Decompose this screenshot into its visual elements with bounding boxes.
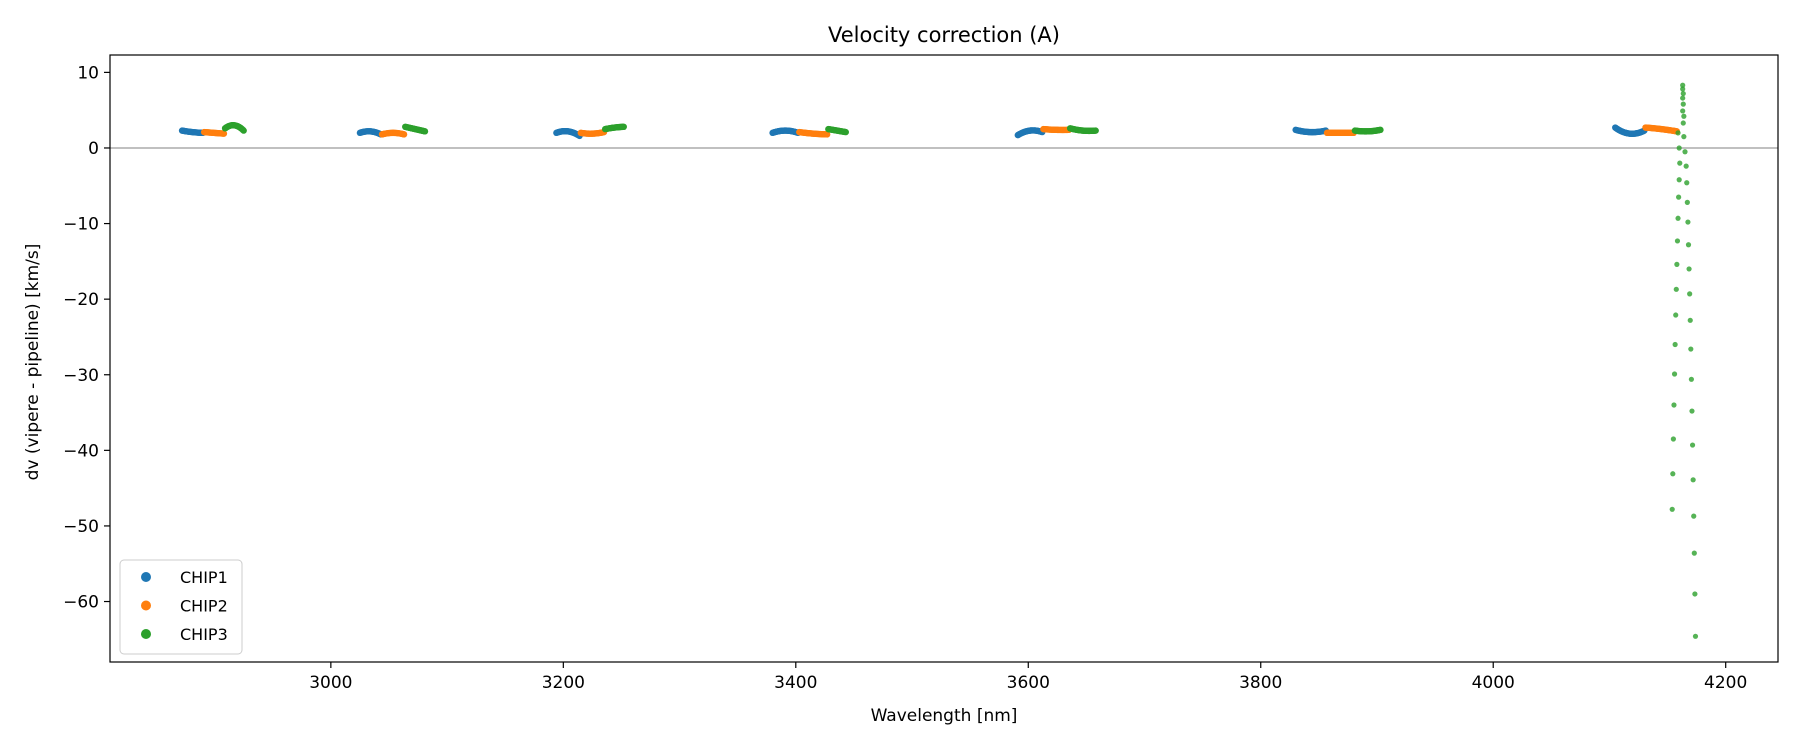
chip3-outlier-point <box>1680 120 1686 126</box>
x-tick-label: 3600 <box>1007 673 1050 693</box>
legend-label-chip3: CHIP3 <box>180 625 228 644</box>
chip3-outlier-point <box>1688 346 1694 352</box>
chip3-point <box>1377 126 1384 134</box>
chip3-outlier-point <box>1685 219 1691 225</box>
x-tick-label: 4200 <box>1704 673 1747 693</box>
chip3-outlier-point <box>1680 95 1686 101</box>
y-tick-label: 10 <box>77 63 99 83</box>
legend-marker-chip1 <box>141 572 151 582</box>
chip3-outlier-point <box>1680 101 1686 107</box>
chip3-outlier-point <box>1684 199 1690 205</box>
chip3-outlier-point <box>1669 506 1675 512</box>
x-axis-label: Wavelength [nm] <box>871 706 1018 726</box>
x-tick-label: 3800 <box>1239 673 1282 693</box>
chip3-outlier-point <box>1680 86 1686 92</box>
chip3-outlier-point <box>1674 261 1680 267</box>
legend-label-chip2: CHIP2 <box>180 597 228 616</box>
chip3-outlier-point <box>1681 134 1687 140</box>
y-tick-label: −30 <box>63 366 99 386</box>
chip3-outlier-point <box>1672 341 1678 348</box>
chip3-outlier-point <box>1691 550 1697 556</box>
chip3-outlier-point <box>1676 145 1682 151</box>
chip3-outlier-point <box>1671 371 1678 377</box>
chip3-point <box>421 128 429 135</box>
chip3-outlier-point <box>1676 177 1682 183</box>
chip3-outlier-point <box>1686 266 1692 272</box>
chip3-outlier-point <box>1680 90 1686 97</box>
x-tick-label: 4000 <box>1472 673 1515 693</box>
legend-marker-chip3 <box>141 629 151 639</box>
chip3-outlier-point <box>1683 163 1689 169</box>
y-axis-label: dv (vipere - pipeline) [km/s] <box>23 244 43 481</box>
y-tick-label: −50 <box>63 517 99 537</box>
x-tick-label: 3400 <box>774 673 817 693</box>
chip3-outlier-point <box>1688 376 1694 382</box>
chip3-outlier-point <box>1670 436 1676 442</box>
chip3-outlier-point <box>1674 238 1681 244</box>
chip3-outlier-point <box>1680 108 1686 114</box>
plot-area: 3000 3200 3400 3600 3800 4000 4200 10 0 −10 −20 −30… <box>63 54 1779 693</box>
y-tick-label: −60 <box>63 593 99 613</box>
y-tick-label: −10 <box>63 215 99 235</box>
axes-frame <box>109 54 1779 663</box>
chip3-point <box>240 127 247 134</box>
chip3-outlier-point <box>1684 180 1690 186</box>
legend: CHIP1 CHIP2 CHIP3 <box>119 559 243 655</box>
chip3-outlier-point <box>1681 113 1687 119</box>
x-tick-label: 3000 <box>309 673 352 693</box>
chip3-outlier-point <box>1692 633 1699 639</box>
chip3-outlier-point <box>1691 513 1697 519</box>
chip3-outlier-point <box>1687 291 1693 297</box>
chip3-outlier-point <box>1685 242 1692 248</box>
chip3-outlier-point <box>1680 82 1686 88</box>
chip3-outlier-point <box>1676 194 1682 200</box>
chip3-outlier-point <box>1673 286 1679 292</box>
chip3-outlier-point <box>1677 160 1683 166</box>
chip3-outlier-point <box>1675 215 1681 221</box>
chip3-outlier-point <box>1690 477 1696 483</box>
y-tick-label: −40 <box>63 441 99 461</box>
chart-title: Velocity correction (A) <box>828 23 1060 47</box>
chip3-outlier-point <box>1689 442 1696 448</box>
chip3-point <box>842 128 849 136</box>
chip3-point <box>1092 127 1099 134</box>
chip2-point <box>823 131 831 138</box>
chip3-point <box>620 123 627 131</box>
chip3-outlier-point <box>1671 402 1677 408</box>
chip2-point <box>220 130 228 137</box>
chip3-outlier-point <box>1687 317 1693 323</box>
legend-label-chip1: CHIP1 <box>180 568 228 587</box>
legend-marker-chip2 <box>141 600 151 611</box>
chip3-outlier-point <box>1670 471 1676 477</box>
legend-box <box>119 559 243 655</box>
chip3-outlier-point <box>1689 408 1695 414</box>
y-tick-label: 0 <box>88 139 99 159</box>
chip2-point <box>400 131 408 138</box>
chip3-outlier-point <box>1682 149 1688 155</box>
x-tick-label: 3200 <box>542 673 585 693</box>
chip3-outlier-point <box>1692 591 1698 597</box>
y-tick-label: −20 <box>63 290 99 310</box>
chip3-outlier-point <box>1673 312 1679 318</box>
chip3-outlier-point <box>1675 130 1681 136</box>
